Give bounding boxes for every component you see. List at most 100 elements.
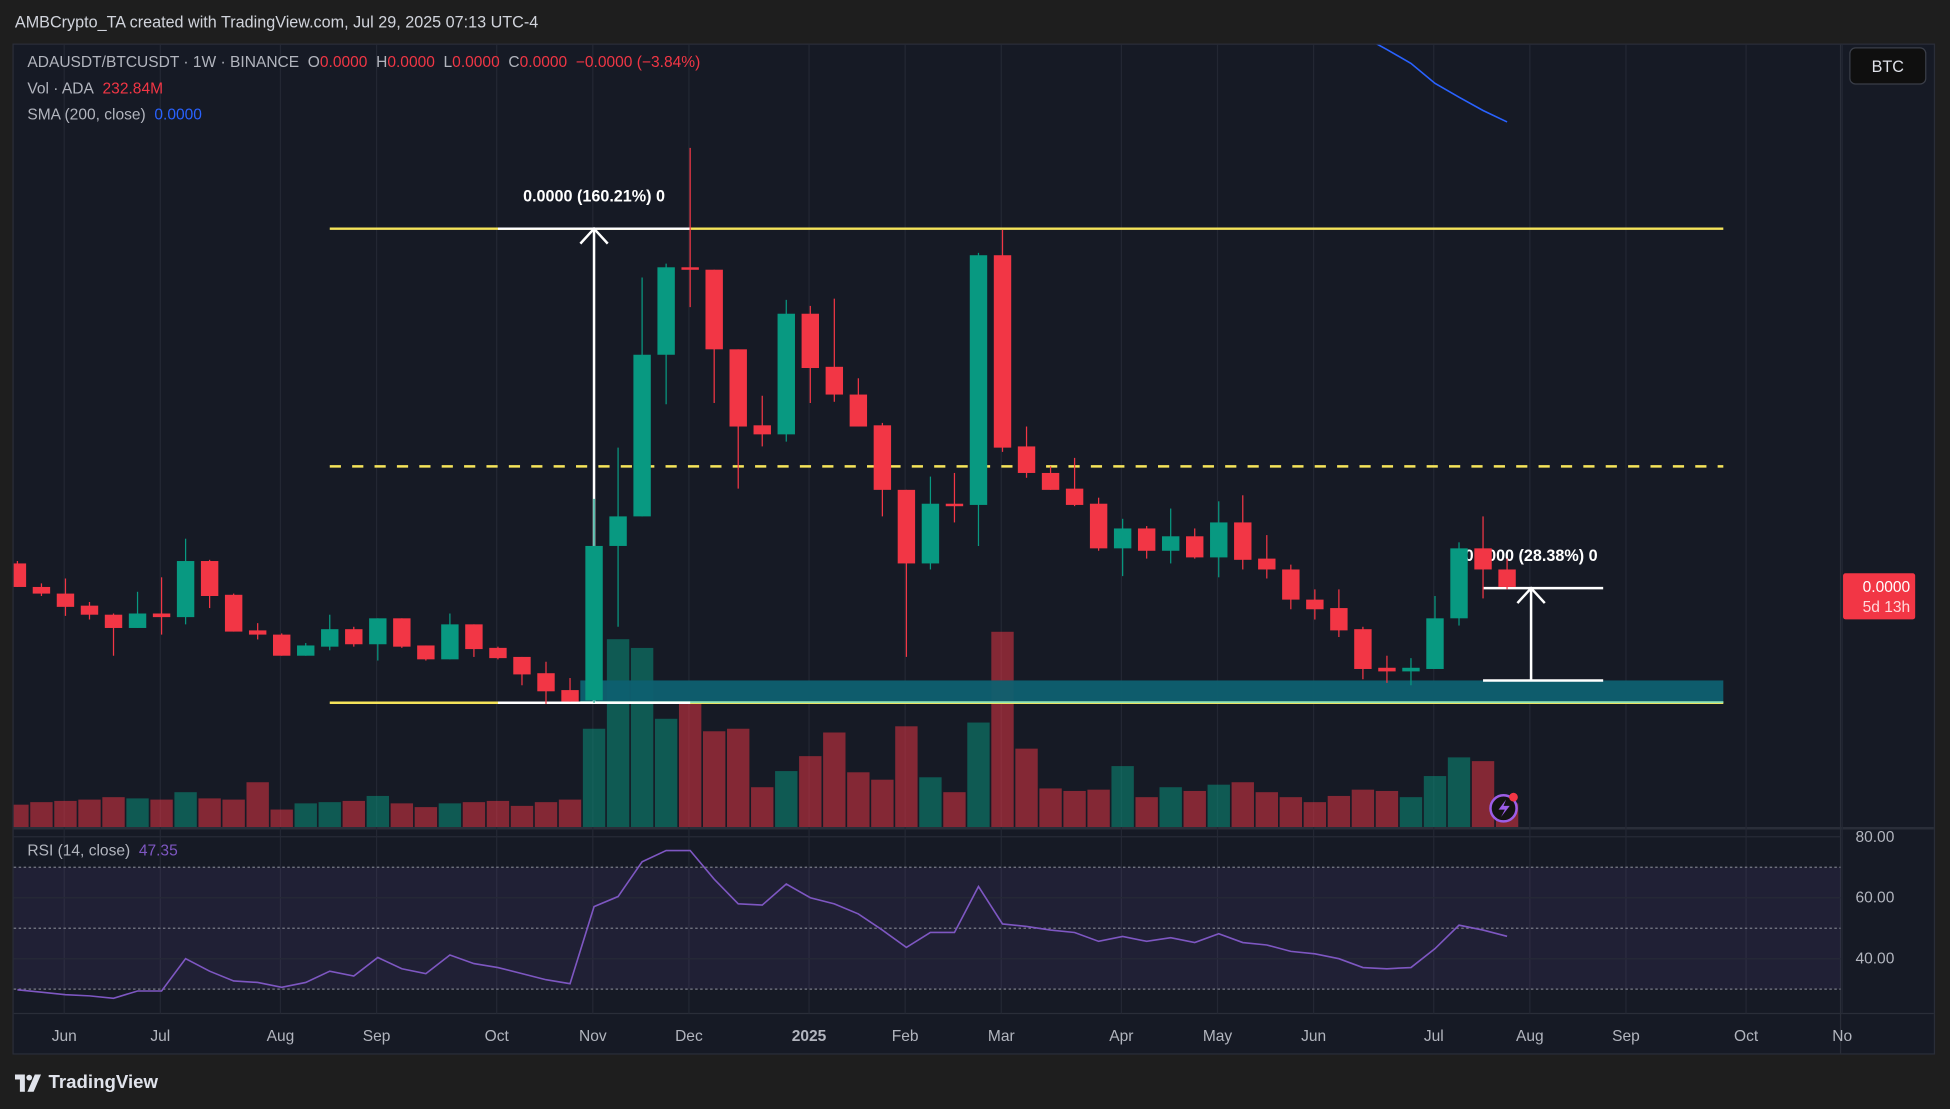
- volume-bar: [318, 802, 341, 828]
- candle: [1402, 658, 1420, 686]
- measure-arrowhead-icon: [579, 226, 609, 245]
- volume-bar: [1111, 766, 1134, 828]
- candle-body: [13, 563, 27, 587]
- volume-bar: [414, 807, 438, 828]
- candle-body: [1113, 528, 1132, 549]
- currency-button[interactable]: BTC: [1849, 47, 1927, 85]
- volume-bar: [486, 800, 510, 828]
- time-axis-label: 2025: [792, 1028, 827, 1045]
- candle-body: [369, 618, 387, 645]
- candle: [1498, 558, 1516, 590]
- lightning-bolt: [1498, 799, 1510, 818]
- time-axis-label: Jul: [150, 1028, 170, 1045]
- candle: [729, 349, 747, 489]
- candle-body: [1498, 569, 1516, 587]
- rsi-value: 47.35: [138, 841, 178, 860]
- volume-bar: [150, 799, 173, 828]
- volume-value: 232.84M: [102, 79, 164, 98]
- candle: [633, 277, 651, 517]
- candle: [297, 643, 315, 656]
- candle-body: [1161, 536, 1180, 551]
- change-value: −0.0000 (−3.84%): [575, 53, 701, 71]
- tradingview-logo[interactable]: TradingView: [14, 1072, 158, 1093]
- volume-bar: [967, 722, 990, 828]
- volume-bar: [1399, 797, 1423, 828]
- high-label: H: [376, 53, 388, 71]
- volume-bar: [30, 802, 53, 828]
- symbol-legend[interactable]: ADAUSDT/BTCUSDT · 1W · BINANCE O0.0000 H…: [27, 53, 700, 70]
- rsi-line: [17, 849, 1508, 1000]
- main-pane: 0.0000 (160.21%) 0 0.0000 (28.38%) 0: [13, 44, 1724, 828]
- candle-body: [1450, 548, 1468, 619]
- measure-label: 0.0000 (160.21%) 0: [523, 187, 665, 205]
- candle-body: [1065, 488, 1084, 505]
- volume-bar: [702, 731, 726, 828]
- candle-body: [1137, 528, 1156, 551]
- candle-body: [1378, 667, 1396, 672]
- time-axis-label: Oct: [1734, 1028, 1759, 1045]
- volume-bar: [582, 728, 606, 828]
- candle: [224, 593, 243, 632]
- volume-bar: [919, 777, 942, 828]
- candle: [1089, 497, 1108, 551]
- candle-body: [969, 255, 988, 505]
- candle-body: [441, 624, 459, 660]
- candle-body: [633, 354, 651, 517]
- sma-legend[interactable]: SMA (200, close) 0.0000: [27, 106, 202, 123]
- time-axis-label: Aug: [1516, 1028, 1544, 1045]
- candle: [32, 583, 51, 597]
- candle: [1474, 516, 1492, 599]
- candle: [1210, 501, 1228, 578]
- candle-body: [224, 594, 243, 632]
- rsi-legend[interactable]: RSI (14, close) 47.35: [27, 842, 177, 859]
- volume-bar: [1159, 787, 1182, 828]
- volume-bar: [1279, 797, 1303, 828]
- candle-body: [80, 605, 99, 615]
- volume-legend[interactable]: Vol · ADA 232.84M: [27, 80, 163, 97]
- candle: [1113, 518, 1132, 577]
- volume-bar: [1231, 782, 1254, 828]
- candle-body: [417, 645, 435, 660]
- lightning-icon[interactable]: [1489, 792, 1518, 823]
- candle-body: [321, 629, 339, 647]
- time-axis-label: Sep: [363, 1028, 391, 1045]
- bar-countdown: 5d 13h: [1862, 598, 1911, 616]
- volume-bar: [606, 639, 630, 828]
- volume-bar: [198, 798, 221, 828]
- candle: [56, 578, 75, 616]
- volume-bar: [1135, 797, 1158, 828]
- volume-bar: [1351, 789, 1375, 828]
- candle-body: [1354, 629, 1372, 669]
- volume-bar: [342, 800, 365, 828]
- volume-bar: [799, 756, 822, 828]
- candle-body: [537, 673, 555, 692]
- candle-body: [849, 394, 868, 427]
- time-axis-label: Jun: [1301, 1028, 1326, 1045]
- sma-label: SMA (200, close): [27, 105, 146, 124]
- close-label: C: [508, 53, 520, 71]
- candle-body: [945, 503, 964, 507]
- candle: [417, 645, 435, 661]
- volume-bar: [630, 647, 654, 828]
- candle: [921, 476, 940, 570]
- volume-bar: [534, 802, 558, 828]
- candle-body: [1089, 503, 1108, 549]
- time-axis-label: Feb: [892, 1028, 919, 1045]
- open-value: 0.0000: [319, 53, 368, 71]
- candle-body: [1330, 608, 1348, 631]
- candle: [489, 646, 507, 660]
- volume-bar: [510, 805, 534, 828]
- candle: [897, 489, 916, 657]
- volume-bar: [13, 804, 29, 828]
- candle: [1282, 564, 1300, 610]
- sma-value: 0.0000: [154, 105, 202, 124]
- candle: [1234, 495, 1252, 570]
- rsi-label: RSI (14, close): [27, 841, 131, 860]
- volume-bar: [871, 779, 894, 828]
- last-price-label: 0.0000 5d 13h: [1843, 573, 1916, 620]
- close-value: 0.0000: [519, 53, 568, 71]
- candle-body: [825, 366, 844, 395]
- candle-body: [873, 425, 892, 490]
